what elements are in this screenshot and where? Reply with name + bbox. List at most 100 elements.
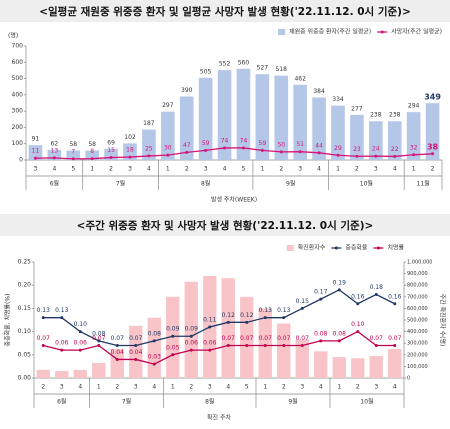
line-value-label: 7	[71, 148, 75, 155]
line-marker	[300, 306, 304, 310]
line-marker	[226, 320, 230, 324]
line-marker	[171, 334, 175, 338]
chart-title: <일평균 재원중 위중증 환자 및 일평균 사망자 발생 현황('22.11.1…	[39, 5, 411, 18]
x-tick-label: 5	[245, 384, 249, 391]
line-value-label: 59	[202, 140, 210, 147]
bar	[36, 369, 50, 378]
group-label: 10월	[360, 398, 373, 406]
line-marker	[263, 344, 267, 348]
line-marker	[78, 330, 82, 334]
bar-value-label: 91	[32, 136, 40, 143]
bar-value-label: 560	[238, 59, 250, 66]
line-value-label: 38	[427, 142, 439, 151]
line-marker	[152, 362, 156, 366]
line-marker	[260, 148, 264, 152]
line-value-label: 0.11	[203, 316, 217, 323]
bar	[92, 362, 106, 378]
line-marker	[115, 357, 119, 361]
y2-tick-label: 200,000	[407, 352, 428, 358]
line-marker	[263, 316, 267, 320]
bar-value-label: 384	[313, 88, 325, 95]
line-value-label: 25	[145, 145, 153, 152]
line-value-label: 30	[164, 145, 172, 152]
line-value-label: 0.12	[222, 312, 236, 319]
group-label: 9월	[288, 398, 297, 406]
line-marker	[374, 154, 378, 158]
bar	[350, 114, 364, 160]
line-marker	[171, 353, 175, 357]
bar	[85, 150, 99, 160]
legend-label: 치명률	[387, 244, 404, 252]
line-marker	[115, 344, 119, 348]
line-marker	[300, 344, 304, 348]
line-marker	[356, 302, 360, 306]
line-marker	[60, 348, 64, 352]
x-tick-label: 1	[412, 166, 416, 173]
bar	[277, 323, 291, 378]
line	[43, 289, 396, 347]
group-label: 8월	[201, 180, 210, 188]
bar	[184, 281, 198, 378]
bar	[331, 105, 345, 160]
y2-tick-label: 600,000	[407, 306, 428, 312]
x-tick-label: 3	[374, 166, 378, 173]
x-tick-label: 2	[185, 166, 189, 173]
x-tick-label: 4	[223, 166, 227, 173]
bar-value-label: 297	[162, 102, 174, 109]
x-tick-label: 4	[147, 166, 151, 173]
bar	[388, 349, 402, 378]
line-marker	[147, 154, 151, 158]
x-tick-label: 2	[115, 384, 119, 391]
y-tick-label: 0.20	[18, 282, 32, 289]
y-tick-label: 600	[12, 59, 24, 66]
line-marker	[97, 339, 101, 343]
line-marker	[152, 339, 156, 343]
x-axis-title: 확진 주차	[207, 414, 231, 422]
line-value-label: 47	[183, 142, 191, 149]
legend-label: 확진환자수	[298, 244, 326, 252]
line-marker	[60, 316, 64, 320]
x-tick-label: 3	[34, 166, 38, 173]
y-tick-label: 100	[12, 140, 24, 147]
x-tick-label: 4	[317, 166, 321, 173]
bar	[142, 129, 156, 160]
line-value-label: 0.15	[296, 298, 310, 305]
legend-label: 중증화율	[345, 245, 368, 252]
bar-value-label: 462	[294, 75, 306, 82]
line-value-label: 0.03	[148, 354, 162, 361]
line-marker	[282, 344, 286, 348]
y-tick-label: 0.00	[18, 375, 32, 382]
line-value-label: 0.04	[111, 349, 125, 356]
bar	[161, 111, 175, 160]
group-label: 6월	[50, 180, 59, 188]
line-marker	[356, 330, 360, 334]
x-tick-label: 2	[279, 166, 283, 173]
y-tick-label: 500	[12, 75, 24, 82]
bar-value-label: 238	[389, 112, 401, 119]
group-label: 10월	[360, 180, 373, 188]
group-label: 8월	[205, 398, 214, 406]
line-value-label: 0.17	[314, 289, 328, 296]
line-value-label: 24	[372, 146, 380, 153]
x-tick-label: 4	[78, 384, 82, 391]
bar	[240, 296, 254, 378]
group-label: 7월	[122, 398, 131, 406]
x-tick-label: 4	[319, 384, 323, 391]
line-value-label: 0.09	[185, 326, 199, 333]
line-marker	[208, 348, 212, 352]
bar-value-label: 58	[88, 141, 96, 148]
line-marker	[204, 148, 208, 152]
x-tick-label: 3	[128, 166, 132, 173]
chart-title: <주간 위중증 환자 및 사망자 발생 현황('22.11.12. 0시 기준)…	[77, 219, 374, 232]
bar	[312, 97, 326, 160]
bar-value-label: 62	[51, 140, 59, 147]
y-tick-label: 300	[12, 108, 24, 115]
line-value-label: 0.07	[111, 335, 125, 342]
legend-swatch	[334, 246, 338, 250]
line-value-label: 0.08	[92, 330, 106, 337]
y-tick-label: 0.15	[18, 305, 32, 312]
y2-tick-label: 700,000	[407, 294, 428, 300]
legend-swatch	[380, 30, 384, 34]
x-tick-label: 1	[260, 166, 264, 173]
